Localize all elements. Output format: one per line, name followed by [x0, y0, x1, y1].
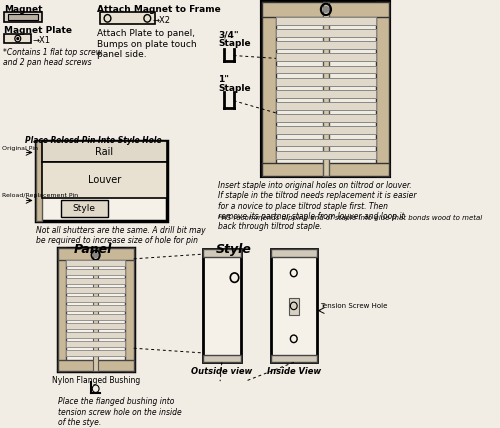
- Text: Place the flanged bushing into
tension screw hole on the inside
of the stye.: Place the flanged bushing into tension s…: [58, 397, 182, 427]
- Text: *HS recommends dipping end of staple into glue that bonds wood to metal: *HS recommends dipping end of staple int…: [218, 214, 482, 221]
- Bar: [276, 65, 376, 74]
- Bar: [42, 141, 167, 162]
- Bar: [66, 260, 126, 266]
- Bar: [376, 2, 390, 176]
- Bar: [276, 41, 376, 49]
- Bar: [203, 250, 241, 257]
- Bar: [61, 200, 108, 217]
- Bar: [276, 78, 376, 86]
- Bar: [66, 269, 126, 275]
- Bar: [276, 17, 376, 25]
- Bar: [58, 360, 134, 371]
- Bar: [66, 278, 126, 284]
- Bar: [271, 250, 318, 363]
- Bar: [100, 12, 155, 24]
- Text: Nylon Flanged Bushing: Nylon Flanged Bushing: [52, 377, 140, 386]
- Bar: [276, 102, 376, 110]
- Text: Style: Style: [72, 205, 96, 214]
- Bar: [271, 355, 318, 363]
- Bar: [276, 139, 376, 146]
- Text: →X1: →X1: [32, 36, 50, 45]
- Bar: [276, 114, 376, 122]
- Bar: [93, 249, 98, 371]
- Bar: [4, 12, 43, 22]
- Bar: [262, 2, 390, 17]
- Bar: [203, 250, 241, 363]
- Text: Rail: Rail: [95, 146, 113, 157]
- Text: Attach Magnet to Frame: Attach Magnet to Frame: [98, 5, 221, 14]
- Text: Magnet Plate: Magnet Plate: [4, 27, 72, 36]
- Text: 3/4": 3/4": [218, 30, 239, 39]
- Bar: [276, 29, 376, 37]
- Bar: [262, 2, 390, 176]
- Bar: [42, 162, 167, 198]
- Bar: [66, 323, 126, 329]
- Bar: [322, 2, 330, 176]
- Text: Tension Screw Hole: Tension Screw Hole: [320, 303, 388, 309]
- Text: 1": 1": [218, 75, 230, 84]
- Bar: [276, 54, 376, 61]
- Bar: [66, 314, 126, 320]
- Circle shape: [94, 253, 98, 257]
- Bar: [66, 305, 126, 311]
- Bar: [58, 249, 66, 371]
- Bar: [66, 332, 126, 338]
- Bar: [36, 141, 167, 221]
- Text: Original Pin: Original Pin: [2, 146, 38, 151]
- Bar: [271, 250, 318, 257]
- Text: Staple: Staple: [218, 39, 251, 48]
- Bar: [8, 14, 38, 20]
- Bar: [276, 90, 376, 98]
- Text: Attach Plate to panel,
Bumps on plate touch
panel side.: Attach Plate to panel, Bumps on plate to…: [98, 29, 197, 59]
- Text: Reload/Replacement Pin: Reload/Replacement Pin: [2, 193, 78, 198]
- Text: →X2: →X2: [152, 16, 170, 25]
- Text: Outside view: Outside view: [191, 367, 252, 376]
- Text: Panel: Panel: [74, 243, 112, 256]
- Bar: [58, 249, 134, 371]
- Circle shape: [324, 6, 328, 12]
- Text: Magnet: Magnet: [4, 5, 43, 14]
- Bar: [262, 2, 276, 176]
- Bar: [276, 126, 376, 134]
- Bar: [66, 287, 126, 293]
- Bar: [126, 249, 134, 371]
- Bar: [36, 141, 43, 221]
- Text: Staple: Staple: [218, 84, 251, 93]
- Bar: [276, 151, 376, 158]
- Bar: [66, 342, 126, 347]
- Text: Place Relosd Pin Into Style Hole: Place Relosd Pin Into Style Hole: [25, 136, 162, 145]
- Text: *Contains 1 flat top screw
and 2 pan head screws: *Contains 1 flat top screw and 2 pan hea…: [2, 48, 102, 67]
- Bar: [4, 34, 32, 43]
- Bar: [66, 296, 126, 302]
- Bar: [288, 298, 299, 315]
- Bar: [66, 351, 126, 357]
- Circle shape: [17, 38, 18, 39]
- Bar: [203, 355, 241, 363]
- Bar: [58, 249, 134, 260]
- Text: Inside View: Inside View: [266, 367, 321, 376]
- Bar: [262, 163, 390, 176]
- Text: Insert staple into original holes on tiltrod or louver.
If staple in the tiltrod: Insert staple into original holes on til…: [218, 181, 417, 231]
- Text: Not all shutters are the same. A drill bit may
be required to increase size of h: Not all shutters are the same. A drill b…: [36, 226, 205, 245]
- Text: Style: Style: [216, 243, 252, 256]
- Text: Louver: Louver: [88, 175, 121, 185]
